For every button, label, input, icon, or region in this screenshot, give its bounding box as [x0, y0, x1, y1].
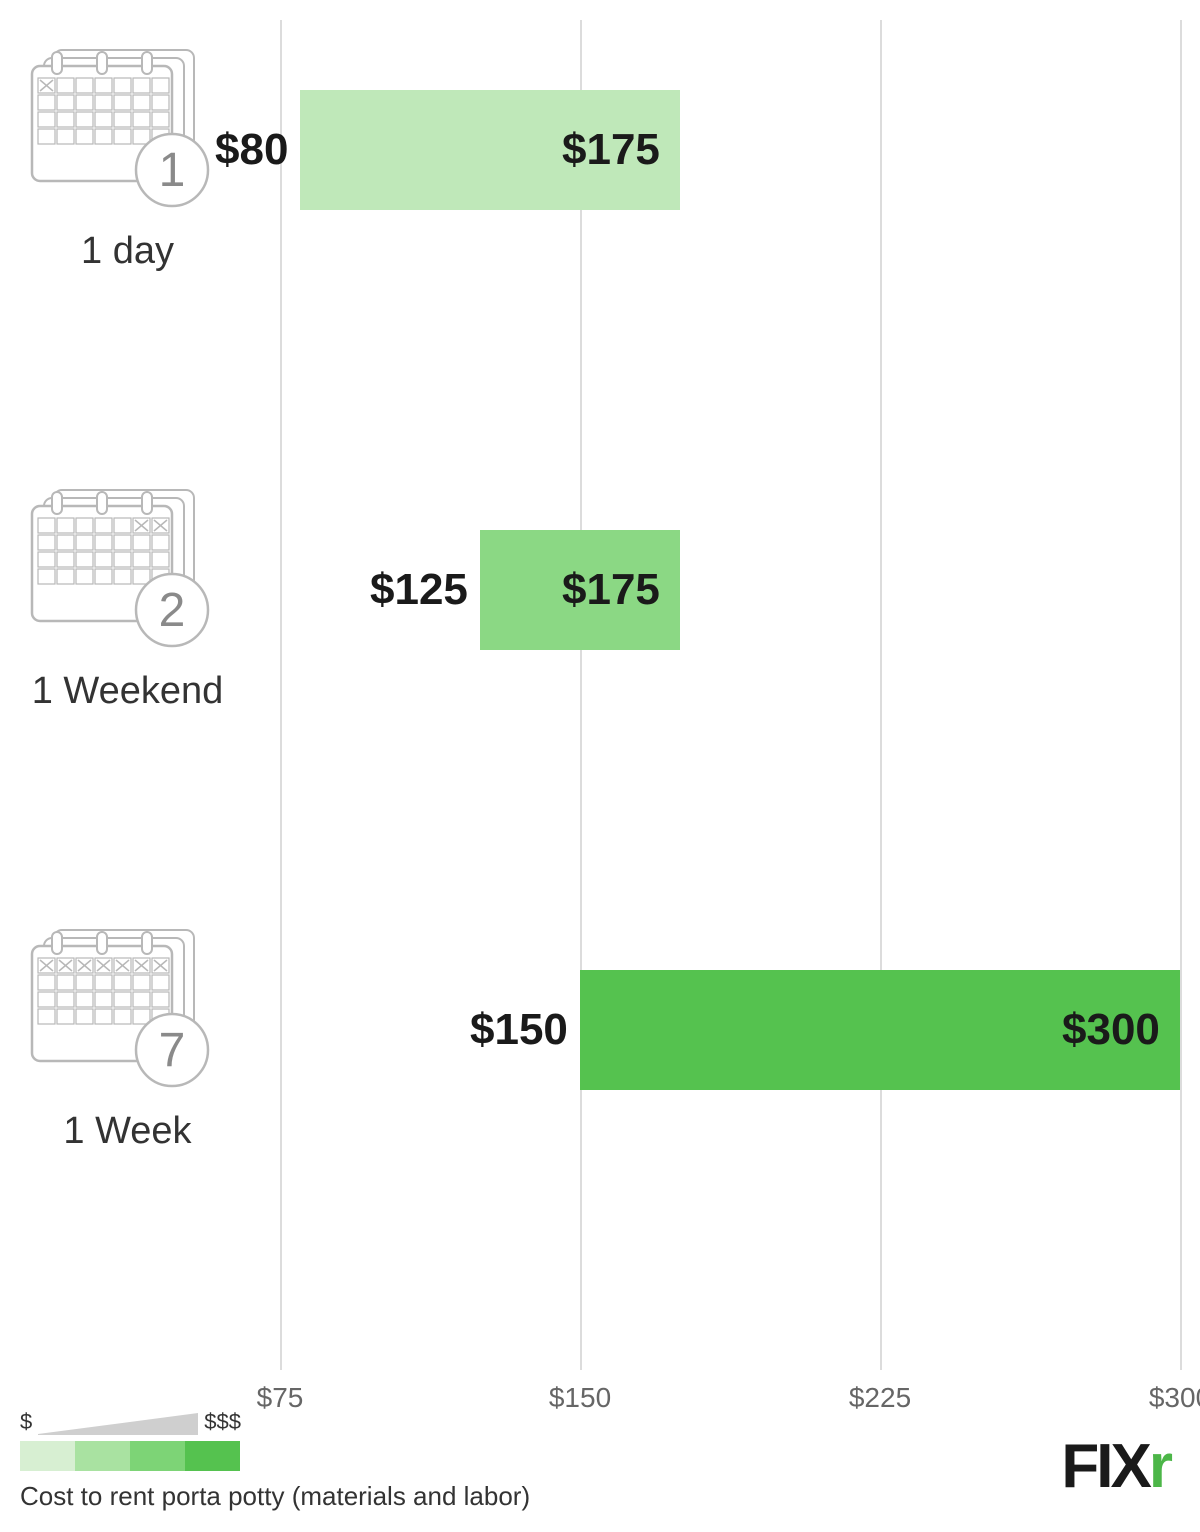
legend-swatch: [20, 1441, 75, 1471]
legend-swatch: [130, 1441, 185, 1471]
value-low: $150: [470, 1005, 568, 1055]
calendar-icon: 2: [20, 470, 220, 670]
legend-caption: Cost to rent porta potty (materials and …: [20, 1481, 620, 1512]
svg-text:2: 2: [159, 584, 186, 637]
legend-triangle-icon: [38, 1413, 198, 1435]
chart-row: 2 1 Weekend $125 $175: [0, 470, 1200, 770]
row-label: 1 Weekend: [0, 670, 255, 713]
row-label: 1 Week: [0, 1110, 255, 1153]
calendar-icon: 1: [20, 30, 220, 230]
logo-accent: r: [1149, 1432, 1170, 1501]
svg-text:7: 7: [159, 1024, 186, 1077]
logo-main: FIX: [1061, 1432, 1148, 1501]
chart-row: 7 1 Week $150 $300: [0, 910, 1200, 1210]
value-high: $175: [562, 565, 660, 615]
chart-row: 1 1 day $80 $175: [0, 30, 1200, 330]
legend-high-symbol: $$$: [204, 1409, 241, 1435]
logo: FIXr: [1061, 1431, 1170, 1502]
axis-tick-label: $225: [849, 1382, 911, 1414]
calendar-icon: 7: [20, 910, 220, 1110]
value-low: $125: [370, 565, 468, 615]
value-high: $300: [1062, 1005, 1160, 1055]
value-high: $175: [562, 125, 660, 175]
row-label: 1 day: [0, 230, 255, 273]
value-low: $80: [215, 125, 288, 175]
legend: $ $$$ Cost to rent porta potty (material…: [20, 1409, 620, 1512]
legend-low-symbol: $: [20, 1409, 32, 1435]
legend-swatch: [75, 1441, 130, 1471]
legend-swatch: [185, 1441, 240, 1471]
legend-gradient: [20, 1441, 240, 1471]
axis-tick-label: $300: [1149, 1382, 1200, 1414]
svg-text:1: 1: [159, 144, 186, 197]
